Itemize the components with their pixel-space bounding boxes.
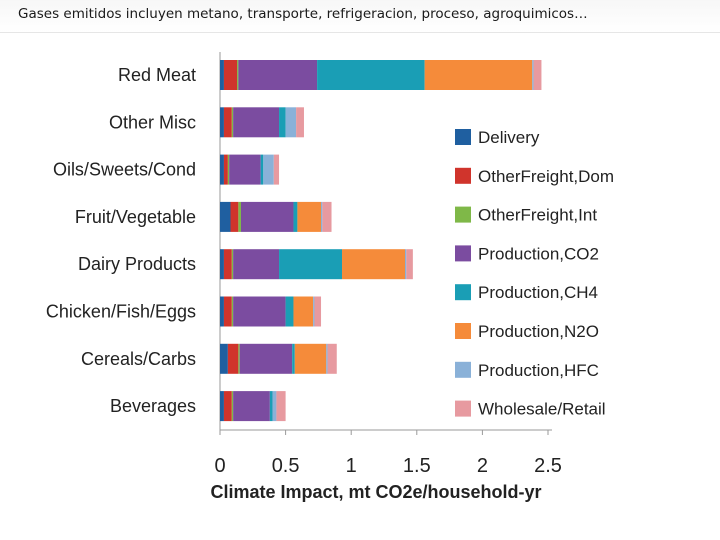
bar-segment <box>233 107 280 138</box>
bar-segment <box>260 154 264 185</box>
legend-label: Production,CO2 <box>478 244 599 263</box>
bar-segment <box>276 391 286 422</box>
legend-swatch <box>455 167 471 184</box>
bar-segment <box>231 296 234 327</box>
category-label: Other Misc <box>109 112 196 132</box>
bar-segment <box>404 249 407 280</box>
bar-segment <box>292 343 295 374</box>
legend-label: OtherFreight,Int <box>478 206 597 225</box>
bar-segment <box>240 201 294 232</box>
bar-segment <box>321 201 323 232</box>
bar-segment <box>220 343 228 374</box>
legend-swatch <box>455 129 471 145</box>
slide-caption: Gases emitidos incluyen metano, transpor… <box>18 6 588 22</box>
bar-segment <box>269 391 273 422</box>
legend-swatch <box>455 284 471 301</box>
bar-segment <box>238 201 241 232</box>
bar-segment <box>220 60 224 90</box>
category-label: Oils/Sweets/Cond <box>53 160 196 180</box>
bar-segment <box>227 343 239 374</box>
bar-segment <box>297 201 322 232</box>
category-label: Red Meat <box>118 65 196 85</box>
bar-segment <box>230 201 239 232</box>
legend-swatch <box>455 206 471 223</box>
bar-segment <box>237 60 239 90</box>
category-label: Dairy Products <box>78 254 196 274</box>
legend-label: Production,CH4 <box>478 283 598 302</box>
legend-swatch <box>455 245 471 262</box>
bar-segment <box>223 154 228 185</box>
bar-segment <box>223 296 232 327</box>
category-label: Cereals/Carbs <box>81 349 196 369</box>
bar-segment <box>532 60 534 90</box>
bar-segment <box>238 343 240 374</box>
category-label: Beverages <box>110 396 196 416</box>
bar-segment <box>220 201 231 232</box>
legend-swatch <box>455 400 471 417</box>
x-tick-label: 0.5 <box>272 455 300 477</box>
bar-segment <box>279 249 343 280</box>
bar-segment <box>233 296 286 327</box>
bar-segment <box>285 107 297 138</box>
bar-segment <box>424 60 533 90</box>
x-tick-label: 1 <box>346 455 357 477</box>
bar-segment <box>223 107 232 138</box>
bar-segment <box>314 296 322 327</box>
category-label: Chicken/Fish/Eggs <box>46 302 196 322</box>
bar-segment <box>231 249 234 280</box>
legend-label: OtherFreight,Dom <box>478 167 614 186</box>
bar-segment <box>220 249 224 280</box>
legend-label: Delivery <box>478 128 540 147</box>
bar-segment <box>285 296 294 327</box>
bar-segment <box>239 343 293 374</box>
x-tick-label: 0 <box>214 455 225 477</box>
bar-segment <box>220 296 224 327</box>
bar-segment <box>223 249 232 280</box>
bar-segment <box>238 60 318 90</box>
bar-segment <box>229 154 261 185</box>
bar-segment <box>533 60 542 90</box>
bar-segment <box>294 343 327 374</box>
legend-swatch <box>455 361 471 378</box>
bar-segment <box>327 343 337 374</box>
bar-segment <box>223 391 232 422</box>
x-tick-label: 2 <box>477 455 488 477</box>
bar-segment <box>322 201 332 232</box>
bar-segment <box>231 107 234 138</box>
bar-segment <box>220 154 224 185</box>
bar-segment <box>233 249 280 280</box>
x-axis-title: Climate Impact, mt CO2e/household-yr <box>210 482 541 502</box>
bar-segment <box>233 391 270 422</box>
caption-bar: Gases emitidos incluyen metano, transpor… <box>0 0 720 33</box>
bar-segment <box>279 107 286 138</box>
legend-swatch <box>455 323 471 339</box>
bar-segment <box>296 107 304 138</box>
x-tick-label: 2.5 <box>534 455 562 477</box>
category-label: Fruit/Vegetable <box>75 207 196 227</box>
bar-segment <box>406 249 413 280</box>
bar-segment <box>313 296 315 327</box>
bar-segment <box>220 107 224 138</box>
bar-segment <box>317 60 425 90</box>
bar-segment <box>326 343 328 374</box>
legend-label: Production,HFC <box>478 361 599 380</box>
bar-segment <box>272 391 277 422</box>
bar-segment <box>223 60 238 90</box>
legend-label: Production,N2O <box>478 322 599 341</box>
bar-segment <box>227 154 230 185</box>
x-tick-label: 1.5 <box>403 455 431 477</box>
bar-segment <box>342 249 405 280</box>
bar-segment <box>293 296 314 327</box>
legend-label: Wholesale/Retail <box>478 400 606 419</box>
bar-segment <box>231 391 234 422</box>
bar-segment <box>293 201 298 232</box>
bar-segment <box>220 391 224 422</box>
bar-segment <box>273 154 280 185</box>
bar-segment <box>263 154 274 185</box>
